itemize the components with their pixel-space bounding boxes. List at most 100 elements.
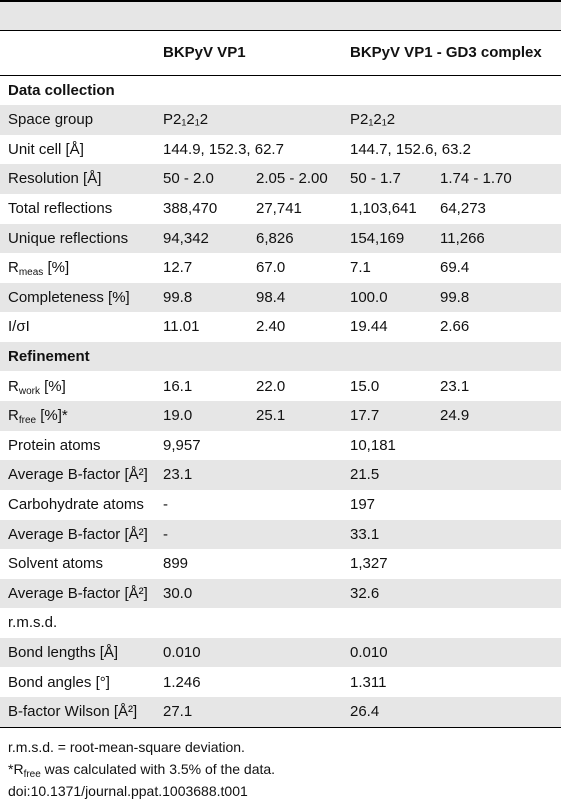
table-row: Average B-factor [Å²] 23.1 21.5 xyxy=(0,460,561,490)
rule xyxy=(0,30,561,31)
text-part: [%] xyxy=(43,259,70,277)
cell-value: 1.246 xyxy=(163,673,201,691)
row-label: Carbohydrate atoms xyxy=(8,495,144,513)
text-part: R xyxy=(8,259,19,277)
cell-value: 33.1 xyxy=(350,525,380,543)
row-label: Bond lengths [Å] xyxy=(8,643,119,661)
row-label: r.m.s.d. xyxy=(8,614,58,632)
row-label: Bond angles [°] xyxy=(8,673,110,691)
cell-value: 899 xyxy=(163,555,189,573)
cell-value: 197 xyxy=(350,495,376,513)
cell-value: 0.010 xyxy=(163,643,201,661)
text-part: *R xyxy=(8,761,24,777)
subscript: free xyxy=(18,415,37,427)
cell-value: 2.40 xyxy=(256,318,286,336)
cell-value: P2₁2₁2 xyxy=(163,111,209,129)
row-label: Total reflections xyxy=(8,199,113,217)
cell-value: 16.1 xyxy=(163,377,193,395)
row-label: Average B-factor [Å²] xyxy=(8,584,148,602)
cell-value: 19.44 xyxy=(350,318,388,336)
subscript: free xyxy=(23,769,41,780)
text-part: R xyxy=(8,377,19,395)
cell-value: 23.1 xyxy=(163,466,193,484)
row-label: B-factor Wilson [Å²] xyxy=(8,703,138,721)
table-row: Rmeas [%] 12.7 67.0 7.1 69.4 xyxy=(0,253,561,283)
subscript: meas xyxy=(18,267,44,279)
cell-value: 64,273 xyxy=(440,199,486,217)
section-label: Refinement xyxy=(8,347,90,365)
cell-value: 30.0 xyxy=(163,584,193,602)
cell-value: 25.1 xyxy=(256,407,286,425)
cell-value: 98.4 xyxy=(256,288,286,306)
table-row: Rwork [%] 16.1 22.0 15.0 23.1 xyxy=(0,372,561,402)
table-row: Carbohydrate atoms - 197 xyxy=(0,490,561,520)
table-row: Rfree [%]* 19.0 25.1 17.7 24.9 xyxy=(0,401,561,431)
row-label: Rwork [%] xyxy=(8,372,66,402)
table-row: Resolution [Å] 50 - 2.0 2.05 - 2.00 50 - 1.… xyxy=(0,164,561,194)
cell-value: 69.4 xyxy=(440,259,470,277)
table-row: Total reflections 388,470 27,741 1,103,641 6… xyxy=(0,194,561,224)
cell-value: 27.1 xyxy=(163,703,193,721)
cell-value: 100.0 xyxy=(350,288,388,306)
table-row: Unit cell [Å] 144.9, 152.3, 62.7 144.7, 15… xyxy=(0,135,561,165)
cell-value: 10,181 xyxy=(350,436,396,454)
cell-value: 99.8 xyxy=(163,288,193,306)
cell-value: 32.6 xyxy=(350,584,380,602)
cell-value: 1,103,641 xyxy=(350,199,417,217)
cell-value: 17.7 xyxy=(350,407,380,425)
text-part: [%] xyxy=(39,377,66,395)
text-part: [%]* xyxy=(36,407,68,425)
column-header: BKPyV VP1 xyxy=(163,44,246,61)
cell-value: P2₁2₁2 xyxy=(350,111,396,129)
row-label: I/σI xyxy=(8,318,30,336)
cell-value: 1.74 - 1.70 xyxy=(440,170,512,188)
cell-value: 26.4 xyxy=(350,703,380,721)
cell-value: 1.311 xyxy=(350,673,387,691)
row-label: Rfree [%]* xyxy=(8,401,68,431)
footnote: doi:10.1371/journal.ppat.1003688.t001 xyxy=(8,783,248,799)
footnote: r.m.s.d. = root-mean-square deviation. xyxy=(8,739,245,755)
table-row: Unique reflections 94,342 6,826 154,169 11,2… xyxy=(0,223,561,254)
cell-value: 19.0 xyxy=(163,407,193,425)
cell-value: 2.66 xyxy=(440,318,470,336)
text-part: was calculated with 3.5% of the data. xyxy=(40,761,276,777)
cell-value: 6,826 xyxy=(256,229,294,247)
cell-value: 9,957 xyxy=(163,436,201,454)
row-label: Space group xyxy=(8,111,94,129)
table-row: Refinement xyxy=(0,341,561,372)
table-row: Completeness [%] 99.8 98.4 100.0 99.8 xyxy=(0,282,561,313)
cell-value: 23.1 xyxy=(440,377,470,395)
cell-value: 22.0 xyxy=(256,377,286,395)
table-row: Space group P2₁2₁2 P2₁2₁2 xyxy=(0,105,561,135)
table-row: I/σI 11.01 2.40 19.44 2.66 xyxy=(0,312,561,342)
cell-value: 50 - 1.7 xyxy=(350,170,401,188)
cell-value: 0.010 xyxy=(350,643,388,661)
cell-value: 12.7 xyxy=(163,259,193,277)
cell-value: - xyxy=(163,495,168,513)
cell-value: 67.0 xyxy=(256,259,286,277)
table-row: Bond angles [°] 1.246 1.311 xyxy=(0,668,561,698)
footnote: *Rfree was calculated with 3.5% of the d… xyxy=(8,761,276,780)
cell-value: 144.7, 152.6, 63.2 xyxy=(350,140,471,158)
cell-value: - xyxy=(163,525,168,543)
row-label: Completeness [%] xyxy=(8,288,130,306)
cell-value: 94,342 xyxy=(163,229,209,247)
cell-value: 144.9, 152.3, 62.7 xyxy=(163,140,284,158)
row-label: Unique reflections xyxy=(8,229,129,247)
cell-value: 27,741 xyxy=(256,199,302,217)
table-row: Average B-factor [Å²] 30.0 32.6 xyxy=(0,578,561,609)
row-label: Average B-factor [Å²] xyxy=(8,525,148,543)
cell-value: 11,266 xyxy=(440,229,485,247)
text-part: R xyxy=(8,407,19,425)
cell-value: 24.9 xyxy=(440,407,470,425)
table-row: Bond lengths [Å] 0.010 0.010 xyxy=(0,637,561,668)
top-band xyxy=(0,0,561,30)
cell-value: 2.05 - 2.00 xyxy=(256,170,328,188)
cell-value: 21.5 xyxy=(350,466,380,484)
cell-value: 15.0 xyxy=(350,377,380,395)
table-row: r.m.s.d. xyxy=(0,608,561,638)
row-label: Rmeas [%] xyxy=(8,253,69,283)
table-row: Solvent atoms 899 1,327 xyxy=(0,549,561,579)
table-row: Data collection xyxy=(0,76,561,106)
cell-value: 388,470 xyxy=(163,199,218,217)
